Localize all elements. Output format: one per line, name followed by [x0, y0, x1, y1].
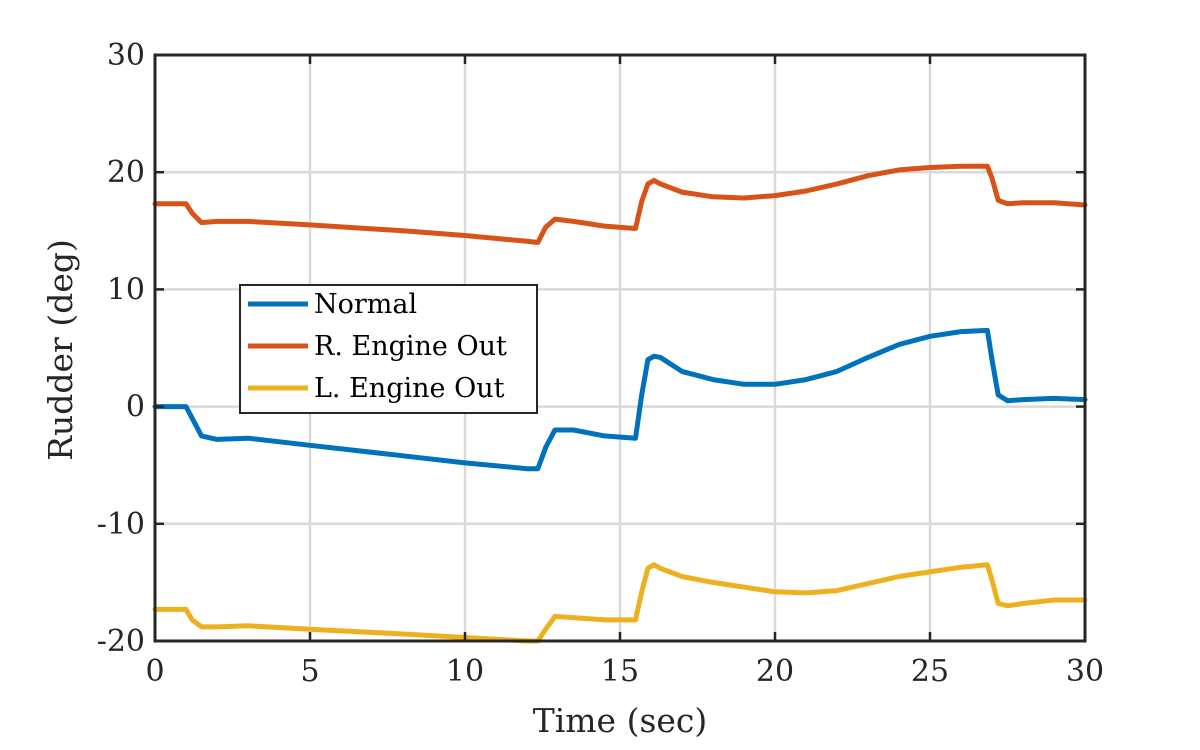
- legend-label: L. Engine Out: [314, 373, 505, 404]
- y-tick-label: 10: [107, 272, 145, 307]
- x-tick-label: 5: [300, 654, 319, 689]
- series-layer: [152, 163, 1088, 644]
- y-tick-label: 30: [107, 38, 145, 73]
- y-axis-title: Rudder (deg): [41, 239, 80, 461]
- tick-labels: 0 5 10 15 20 25 30 -20 -10 0 10 20 30: [97, 38, 1104, 689]
- legend-label: Normal: [314, 289, 417, 320]
- y-tick-label: 0: [126, 390, 145, 425]
- series-line-r-engine-out: [152, 163, 1088, 245]
- y-tick-label: 20: [107, 155, 145, 190]
- x-tick-label: 30: [1066, 654, 1104, 689]
- x-tick-label: 20: [756, 654, 794, 689]
- x-tick-label: 10: [446, 654, 484, 689]
- legend-label: R. Engine Out: [314, 331, 507, 362]
- legend: Normal R. Engine Out L. Engine Out: [239, 284, 538, 414]
- y-tick-label: -10: [97, 507, 145, 542]
- y-tick-label: -20: [97, 624, 145, 659]
- x-axis-title: Time (sec): [533, 701, 708, 740]
- x-tick-label: 25: [911, 654, 949, 689]
- tick-marks: [153, 53, 1087, 643]
- series-line-l-engine-out: [152, 562, 1088, 644]
- x-tick-label: 15: [601, 654, 639, 689]
- series-line-normal: [152, 327, 1088, 472]
- x-tick-label: 0: [145, 654, 164, 689]
